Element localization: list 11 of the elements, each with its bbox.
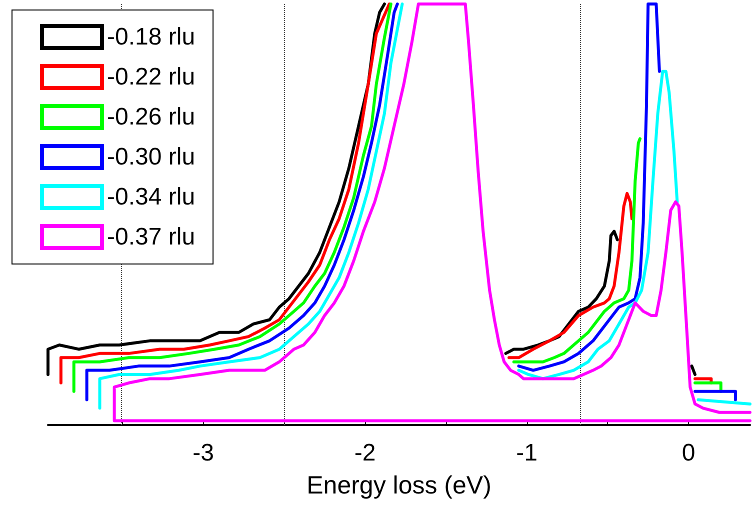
x-tick-label: -1 <box>516 440 538 466</box>
legend-label: -0.34 rlu <box>107 184 196 210</box>
x-tick-label: -2 <box>354 440 376 466</box>
legend-label: -0.37 rlu <box>107 224 196 250</box>
legend-label: -0.22 rlu <box>107 64 196 90</box>
legend-label: -0.26 rlu <box>107 104 196 130</box>
x-tick-label: 0 <box>682 440 696 466</box>
x-axis-title: Energy loss (eV) <box>306 472 492 500</box>
legend-label: -0.18 rlu <box>107 24 196 50</box>
x-tick-label: -3 <box>192 440 214 466</box>
legend-label: -0.30 rlu <box>107 144 196 170</box>
